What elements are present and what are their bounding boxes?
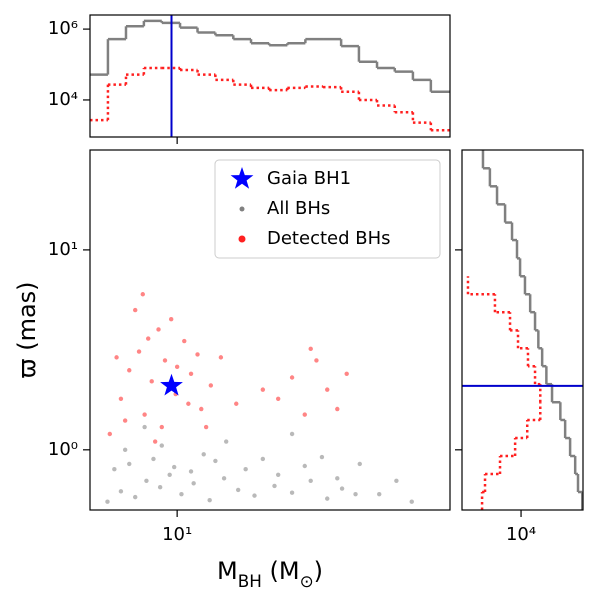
scatter-point <box>159 424 164 430</box>
legend-marker <box>238 235 246 243</box>
y-tick-label: 10⁴ <box>48 89 78 110</box>
scatter-point <box>308 478 313 483</box>
scatter-point <box>218 355 224 360</box>
scatter-point <box>289 375 295 380</box>
scatter-point <box>162 358 168 363</box>
scatter-point <box>195 352 200 357</box>
scatter-point <box>199 406 204 412</box>
x-tick-label: 10¹ <box>162 524 192 545</box>
scatter-point <box>149 379 154 384</box>
scatter-point <box>223 439 229 444</box>
scatter-point <box>275 396 281 401</box>
scatter-point <box>344 371 349 377</box>
legend-marker <box>239 206 245 212</box>
scatter-point <box>179 491 184 497</box>
scatter-point <box>118 489 124 494</box>
scatter-point <box>243 466 248 472</box>
scatter-point <box>172 464 177 470</box>
scatter-point <box>114 355 119 360</box>
y-tick-label: 10¹ <box>48 239 78 260</box>
scatter-point <box>221 476 227 481</box>
legend-box <box>214 159 441 259</box>
scatter-point <box>213 458 218 464</box>
scatter-point <box>234 401 239 406</box>
scatter-point <box>394 478 399 483</box>
scatter-point <box>157 485 163 490</box>
scatter-point <box>308 346 313 352</box>
scatter-point <box>260 387 266 392</box>
scatter-point <box>260 456 266 462</box>
scatter-point <box>118 396 124 401</box>
scatter-point <box>127 368 132 373</box>
scatter-point <box>133 494 138 500</box>
y-axis-label: ϖ (mas) <box>13 281 41 378</box>
scatter-point <box>107 431 112 437</box>
scatter-point <box>335 406 340 412</box>
scatter-point <box>208 383 214 388</box>
scatter-point <box>188 371 194 377</box>
scatter-point <box>151 456 156 462</box>
scatter-area <box>105 292 414 504</box>
legend-label: All BHs <box>267 198 330 219</box>
scatter-point <box>319 454 325 460</box>
axes-frame <box>89 14 451 138</box>
scatter-point <box>142 424 147 430</box>
scatter-point <box>203 424 209 430</box>
scatter-point <box>302 463 307 469</box>
axes-frame <box>461 149 584 511</box>
scatter-point <box>140 292 145 297</box>
scatter-point <box>409 499 414 504</box>
scatter-point <box>133 307 138 313</box>
scatter-point <box>275 472 281 477</box>
scatter-point <box>168 317 174 322</box>
scatter-point <box>174 364 180 370</box>
scatter-point <box>302 412 307 417</box>
scatter-point <box>122 418 128 423</box>
scatter-point <box>314 358 319 363</box>
scatter-point <box>353 491 358 497</box>
scatter-point <box>159 443 164 448</box>
scatter-point <box>167 472 172 477</box>
scatter-point <box>152 439 158 444</box>
scatter-point <box>357 461 362 467</box>
scatter-point <box>136 349 142 354</box>
x-tick-label: 10⁴ <box>506 524 536 545</box>
scatter-point <box>144 478 149 483</box>
scatter-point <box>289 490 295 495</box>
scatter-point <box>112 466 117 472</box>
scatter-point <box>186 401 191 406</box>
y-tick-label: 10⁰ <box>48 439 78 460</box>
scatter-point <box>201 452 206 457</box>
scatter-point <box>191 481 196 486</box>
star-marker <box>160 373 183 396</box>
scatter-point <box>252 493 257 498</box>
axes-frame <box>89 149 451 511</box>
scatter-point <box>207 497 212 503</box>
scatter-point <box>127 461 132 467</box>
scatter-point <box>122 447 128 453</box>
scatter-point <box>325 496 330 501</box>
y-tick-label: 10⁶ <box>48 18 78 39</box>
scatter-point <box>289 431 295 437</box>
legend-label: Gaia BH1 <box>267 168 351 189</box>
scatter-point <box>325 387 330 392</box>
scatter-point <box>235 487 241 493</box>
scatter-point <box>142 412 147 417</box>
scatter-point <box>146 336 151 341</box>
scatter-point <box>339 486 345 491</box>
x-axis-label: MBH (M⊙) <box>217 557 323 591</box>
scatter-point <box>272 483 277 489</box>
scatter-point <box>156 327 161 332</box>
legend-marker <box>230 167 254 189</box>
scatter-point <box>182 338 187 344</box>
scatter-point <box>105 499 110 504</box>
legend-label: Detected BHs <box>267 228 391 249</box>
scatter-point <box>188 469 194 474</box>
scatter-point <box>377 491 382 497</box>
scatter-point <box>335 476 340 481</box>
